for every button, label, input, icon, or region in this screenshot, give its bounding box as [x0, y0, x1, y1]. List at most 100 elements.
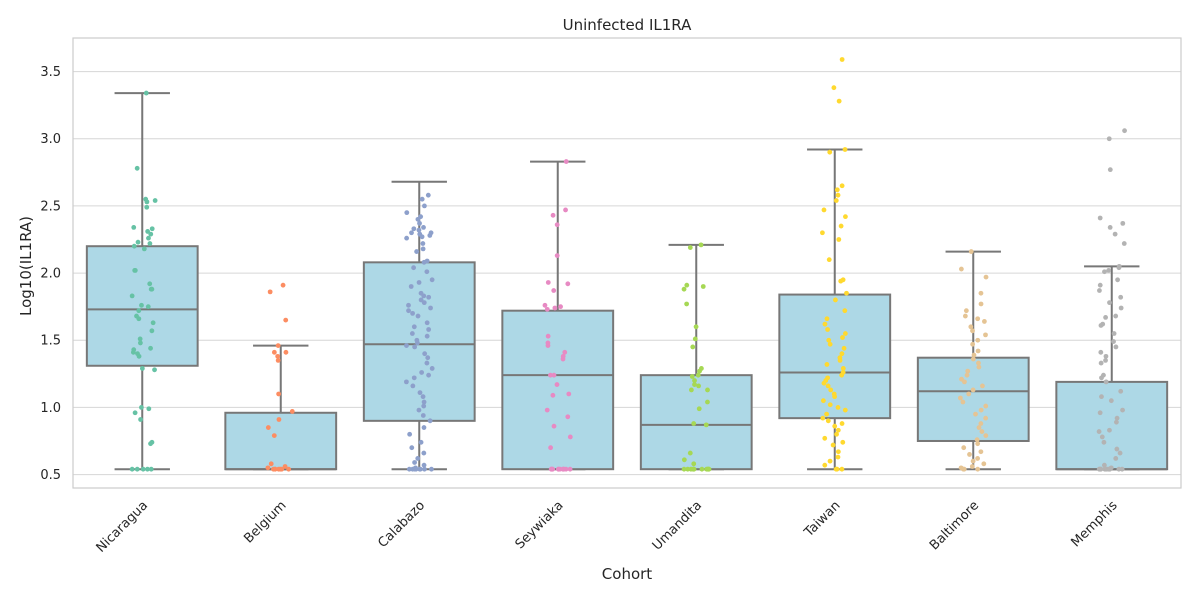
data-point [415, 340, 420, 346]
data-point [425, 355, 431, 361]
data-point [1097, 288, 1102, 293]
data-point [840, 439, 846, 445]
data-point [420, 246, 426, 252]
data-point [967, 452, 972, 457]
data-point [827, 149, 833, 155]
data-point [1122, 128, 1127, 134]
data-point [962, 379, 967, 385]
data-point [976, 425, 982, 430]
data-point [144, 204, 150, 210]
data-point [961, 466, 967, 472]
data-point [958, 266, 964, 272]
data-point [148, 441, 153, 447]
data-point [978, 301, 984, 307]
data-point [139, 405, 144, 410]
data-point [406, 466, 412, 472]
data-point [957, 395, 963, 401]
data-point [425, 192, 431, 198]
data-point [143, 90, 149, 96]
data-point [137, 336, 143, 342]
data-point [566, 391, 572, 397]
x-axis-title: Cohort [602, 565, 653, 583]
y-gridlines [73, 71, 1181, 476]
data-point [421, 462, 427, 468]
data-point [420, 241, 426, 246]
data-point [976, 364, 982, 370]
data-point [970, 328, 975, 334]
iqr-box [501, 309, 615, 471]
data-point [688, 387, 694, 393]
data-point [983, 274, 989, 280]
data-point [146, 406, 152, 412]
data-point [542, 302, 548, 308]
data-point [827, 458, 833, 464]
data-point [1101, 439, 1107, 445]
data-point [1117, 450, 1123, 456]
data-point [692, 336, 698, 342]
data-point [276, 417, 282, 422]
data-point [836, 237, 842, 242]
data-point [412, 344, 418, 350]
data-point [1108, 398, 1114, 404]
x-tick-label: Taiwan [801, 498, 844, 541]
y-tick-label: 1.0 [40, 401, 61, 416]
iqr-box [639, 374, 753, 471]
x-tick-labels: Nicaragua Belgium Calabazo Seywiaka Umandita… [94, 498, 1121, 556]
data-point [961, 445, 967, 451]
data-point [975, 456, 980, 461]
y-tick-label: 0.5 [40, 468, 61, 483]
data-point [1102, 269, 1107, 275]
data-point [426, 327, 432, 332]
data-point [981, 319, 987, 324]
data-point [424, 360, 430, 366]
data-point [421, 225, 426, 230]
data-point [149, 226, 155, 232]
data-point [283, 349, 289, 355]
data-point [282, 464, 288, 469]
data-point [1098, 360, 1104, 366]
data-point [404, 235, 410, 241]
data-point [836, 98, 842, 104]
data-point [421, 399, 427, 405]
data-point [134, 165, 140, 171]
data-point [825, 383, 831, 389]
data-point [420, 413, 426, 418]
data-point [1119, 466, 1125, 472]
data-point [554, 253, 560, 259]
data-point [970, 341, 976, 347]
data-point [415, 216, 421, 222]
data-point [960, 399, 966, 405]
data-point [144, 199, 150, 205]
data-point [139, 302, 144, 308]
data-point [416, 280, 422, 285]
data-point [544, 306, 550, 312]
iqr-box [778, 293, 892, 420]
y-tick-label: 2.5 [40, 199, 61, 214]
x-tick-label: Nicaragua [94, 498, 151, 555]
data-point [429, 366, 435, 371]
data-point [835, 449, 841, 455]
data-point [567, 434, 573, 440]
data-point [983, 332, 988, 338]
iqr-box [916, 356, 1030, 442]
data-point [832, 394, 838, 400]
data-point [567, 466, 573, 472]
data-point [551, 372, 557, 378]
data-point [1096, 429, 1102, 434]
data-point [684, 282, 690, 288]
data-point [417, 390, 423, 396]
data-point [821, 380, 827, 386]
data-point [131, 225, 137, 230]
data-point [833, 198, 839, 203]
data-point [545, 333, 551, 339]
data-point [824, 316, 830, 322]
data-point [1098, 466, 1104, 472]
data-point [827, 341, 833, 347]
data-point [962, 313, 968, 319]
data-point [131, 243, 137, 249]
data-point [545, 343, 551, 349]
data-point [550, 212, 556, 218]
data-point [820, 415, 826, 421]
data-point [406, 308, 411, 314]
